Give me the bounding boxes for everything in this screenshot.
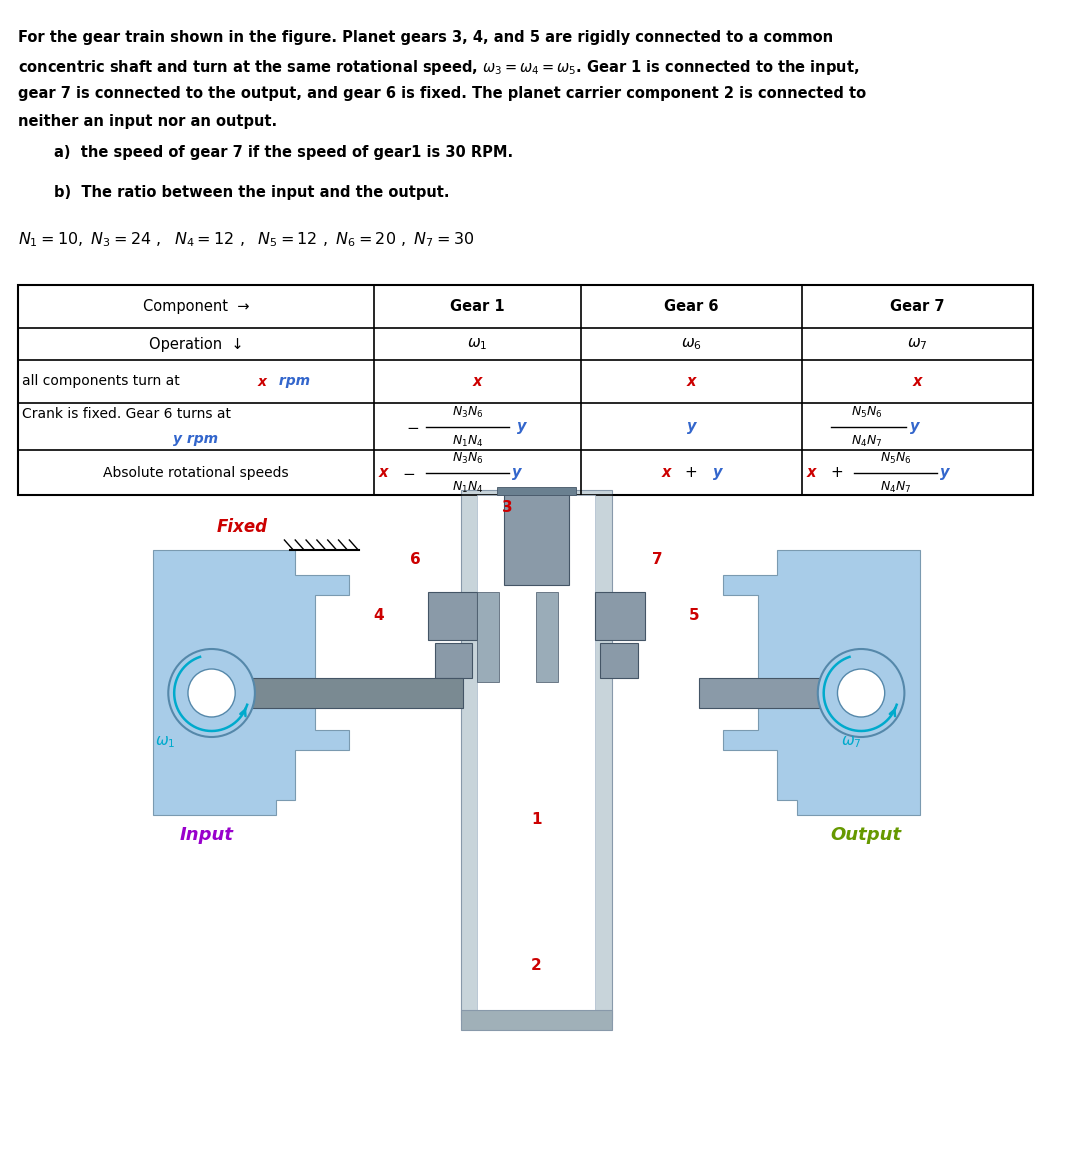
Text: y: y xyxy=(687,419,697,434)
Text: Fixed: Fixed xyxy=(217,518,267,536)
Text: $N_4 N_7$: $N_4 N_7$ xyxy=(880,480,911,494)
Text: Gear 6: Gear 6 xyxy=(664,299,718,314)
Text: $N_4 N_7$: $N_4 N_7$ xyxy=(851,434,882,448)
Text: $+$: $+$ xyxy=(685,465,698,480)
Text: concentric shaft and turn at the same rotational speed, $\omega_3 = \omega_4 = \: concentric shaft and turn at the same ro… xyxy=(17,58,859,77)
Text: x: x xyxy=(258,375,267,389)
Text: $N_1 = 10,\ N_3 = 24\ ,\ \ N_4 = 12\ ,\ \ N_5 = 12\ ,\ N_6 = 20\ ,\ N_7 = 30$: $N_1 = 10,\ N_3 = 24\ ,\ \ N_4 = 12\ ,\ … xyxy=(17,230,474,248)
Bar xyxy=(461,490,613,1020)
Bar xyxy=(17,285,1033,494)
Text: $\omega_6$: $\omega_6$ xyxy=(681,336,702,352)
Text: Input: Input xyxy=(180,826,233,844)
Text: y rpm: y rpm xyxy=(173,431,218,445)
Bar xyxy=(477,494,595,1015)
Text: $N_3 N_6$: $N_3 N_6$ xyxy=(451,451,483,466)
Text: x: x xyxy=(473,374,482,389)
Text: 3: 3 xyxy=(501,500,512,515)
Bar xyxy=(536,592,558,682)
Bar xyxy=(699,678,861,708)
Text: $N_1 N_4$: $N_1 N_4$ xyxy=(451,434,483,448)
Text: Crank is fixed. Gear 6 turns at: Crank is fixed. Gear 6 turns at xyxy=(22,407,231,422)
FancyBboxPatch shape xyxy=(601,643,638,678)
Text: rpm: rpm xyxy=(274,375,310,389)
Text: $-$: $-$ xyxy=(401,465,414,480)
Text: y: y xyxy=(511,465,521,480)
Text: Output: Output xyxy=(831,826,901,844)
Circle shape xyxy=(187,669,235,716)
Polygon shape xyxy=(153,550,350,815)
Text: Operation  ↓: Operation ↓ xyxy=(148,337,243,352)
Text: 7: 7 xyxy=(652,552,663,567)
Text: $\omega_7$: $\omega_7$ xyxy=(841,734,862,750)
Text: x: x xyxy=(913,374,922,389)
Text: x: x xyxy=(807,465,816,480)
FancyBboxPatch shape xyxy=(595,592,644,641)
Text: $N_3 N_6$: $N_3 N_6$ xyxy=(451,405,483,420)
Text: For the gear train shown in the figure. Planet gears 3, 4, and 5 are rigidly con: For the gear train shown in the figure. … xyxy=(17,30,833,45)
Text: Gear 7: Gear 7 xyxy=(891,299,945,314)
Text: y: y xyxy=(940,465,949,480)
Text: x: x xyxy=(662,465,671,480)
Text: $\omega_1$: $\omega_1$ xyxy=(467,336,487,352)
Text: Absolute rotational speeds: Absolute rotational speeds xyxy=(104,466,289,480)
Text: 4: 4 xyxy=(374,608,384,623)
Bar xyxy=(497,486,576,494)
Text: y: y xyxy=(517,419,526,434)
Bar xyxy=(461,1010,613,1030)
FancyBboxPatch shape xyxy=(435,643,472,678)
Text: all components turn at: all components turn at xyxy=(22,375,184,389)
FancyBboxPatch shape xyxy=(428,592,477,641)
Text: gear 7 is connected to the output, and gear 6 is fixed. The planet carrier compo: gear 7 is connected to the output, and g… xyxy=(17,86,865,101)
Bar xyxy=(182,668,194,718)
Text: Component  →: Component → xyxy=(143,299,250,314)
Text: y: y xyxy=(910,419,919,434)
Circle shape xyxy=(837,669,885,716)
Text: y: y xyxy=(713,465,723,480)
Circle shape xyxy=(818,649,905,737)
Bar xyxy=(187,678,462,708)
Text: $-$: $-$ xyxy=(407,419,420,434)
Text: x: x xyxy=(379,465,388,480)
Text: a)  the speed of gear 7 if the speed of gear1 is 30 RPM.: a) the speed of gear 7 if the speed of g… xyxy=(54,145,513,160)
Text: 2: 2 xyxy=(531,958,542,973)
Text: $N_5 N_6$: $N_5 N_6$ xyxy=(880,451,911,466)
Bar xyxy=(504,490,569,585)
Text: $\omega_1$: $\omega_1$ xyxy=(156,734,175,750)
Text: $N_1 N_4$: $N_1 N_4$ xyxy=(451,480,483,494)
Text: x: x xyxy=(687,374,697,389)
Text: $\omega_7$: $\omega_7$ xyxy=(907,336,928,352)
Text: 1: 1 xyxy=(531,813,542,828)
Text: neither an input nor an output.: neither an input nor an output. xyxy=(17,114,277,129)
Polygon shape xyxy=(724,550,920,815)
Bar xyxy=(477,592,499,682)
Text: Gear 1: Gear 1 xyxy=(450,299,505,314)
Text: $N_5 N_6$: $N_5 N_6$ xyxy=(850,405,882,420)
Text: $+$: $+$ xyxy=(829,465,843,480)
Text: 5: 5 xyxy=(689,608,699,623)
Circle shape xyxy=(168,649,255,737)
Text: 6: 6 xyxy=(410,552,421,567)
Text: b)  The ratio between the input and the output.: b) The ratio between the input and the o… xyxy=(54,185,450,200)
